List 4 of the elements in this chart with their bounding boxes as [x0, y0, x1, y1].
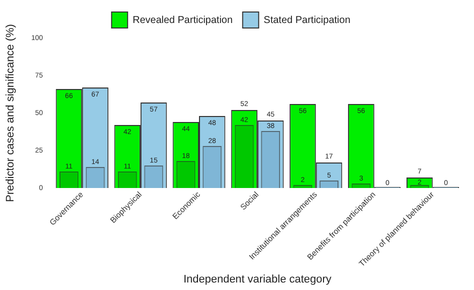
- legend-label: Revealed Participation: [132, 14, 233, 26]
- legend-label: Stated Participation: [264, 14, 350, 26]
- x-axis-title: Independent variable category: [183, 273, 332, 286]
- y-axis-title: Predictor cases and significance (%): [4, 24, 17, 202]
